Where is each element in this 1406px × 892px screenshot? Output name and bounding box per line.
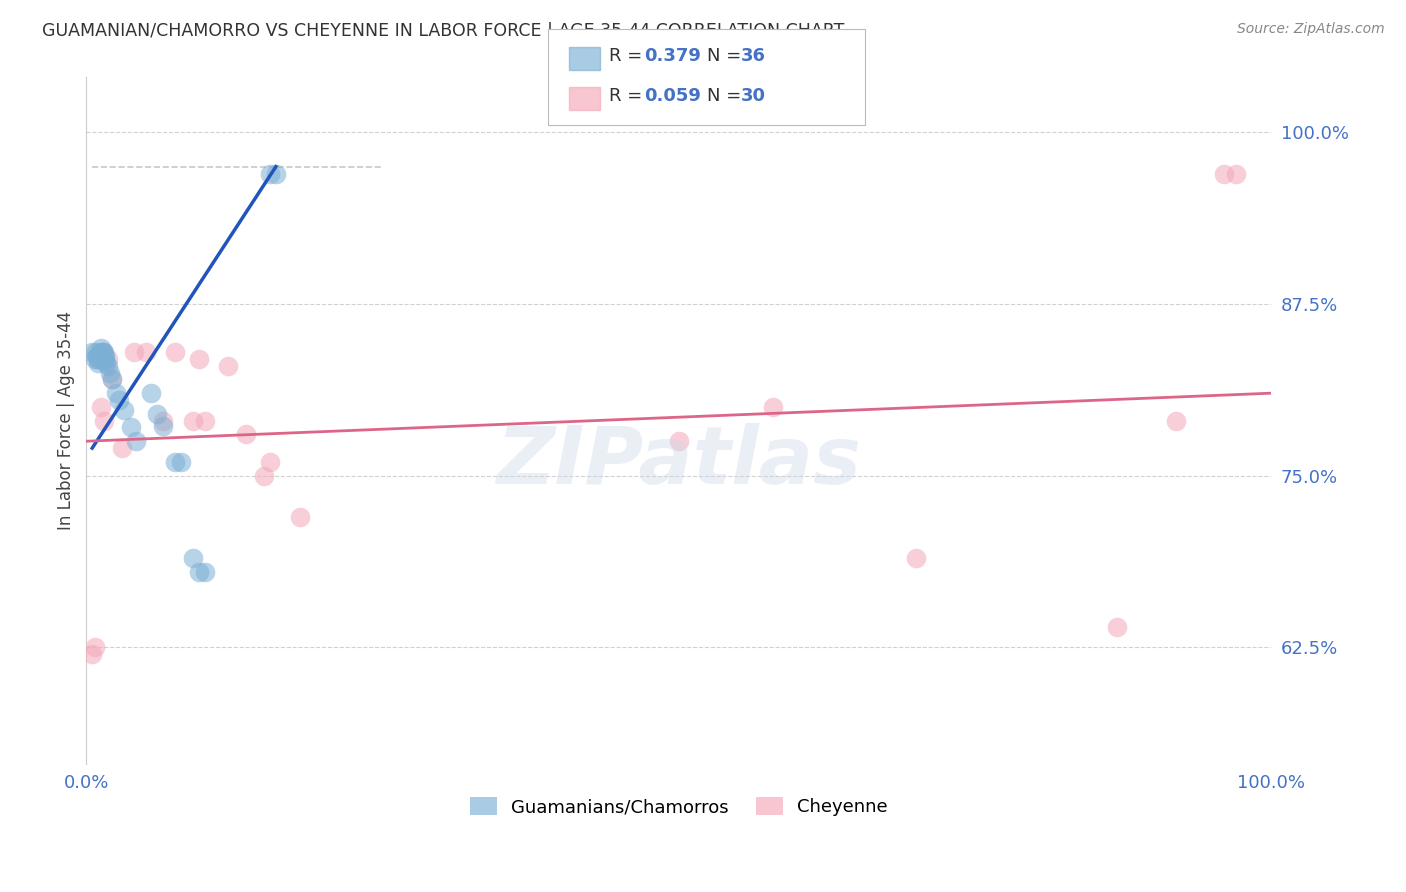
Point bbox=[97, 351, 120, 366]
Point bbox=[87, 349, 110, 363]
Text: Source: ZipAtlas.com: Source: ZipAtlas.com bbox=[1237, 22, 1385, 37]
Point bbox=[93, 349, 115, 363]
Point bbox=[93, 414, 115, 428]
Point bbox=[146, 407, 169, 421]
Point bbox=[98, 366, 121, 380]
Point bbox=[135, 345, 157, 359]
Text: GUAMANIAN/CHAMORRO VS CHEYENNE IN LABOR FORCE | AGE 35-44 CORRELATION CHART: GUAMANIAN/CHAMORRO VS CHEYENNE IN LABOR … bbox=[42, 22, 845, 40]
Point bbox=[82, 345, 104, 359]
Point bbox=[1166, 414, 1188, 428]
Text: ZIPatlas: ZIPatlas bbox=[496, 423, 862, 500]
Point bbox=[165, 345, 187, 359]
Y-axis label: In Labor Force | Age 35-44: In Labor Force | Age 35-44 bbox=[58, 311, 75, 530]
Text: N =: N = bbox=[707, 87, 747, 104]
Point bbox=[94, 349, 117, 363]
Point bbox=[111, 441, 134, 455]
Point bbox=[762, 400, 785, 414]
Point bbox=[1107, 619, 1129, 633]
Point bbox=[1212, 167, 1234, 181]
Point bbox=[181, 550, 204, 565]
Point bbox=[181, 414, 204, 428]
Point bbox=[904, 550, 927, 565]
Text: 36: 36 bbox=[741, 47, 766, 65]
Point bbox=[84, 345, 107, 359]
Point bbox=[288, 509, 311, 524]
Point bbox=[170, 455, 193, 469]
Point bbox=[89, 400, 111, 414]
Point bbox=[259, 167, 281, 181]
Text: N =: N = bbox=[707, 47, 747, 65]
Point bbox=[152, 419, 174, 434]
Point bbox=[91, 345, 114, 359]
Point bbox=[87, 356, 110, 370]
Point bbox=[235, 427, 257, 442]
Point bbox=[217, 359, 239, 373]
Point bbox=[259, 455, 281, 469]
Point bbox=[87, 351, 110, 366]
Point bbox=[668, 434, 690, 449]
Text: R =: R = bbox=[609, 47, 648, 65]
Point bbox=[112, 402, 135, 417]
Point bbox=[87, 351, 110, 366]
Point bbox=[253, 468, 276, 483]
Point bbox=[194, 565, 217, 579]
Point bbox=[86, 349, 108, 363]
Point bbox=[89, 345, 111, 359]
Text: 30: 30 bbox=[741, 87, 766, 104]
Text: 0.379: 0.379 bbox=[644, 47, 700, 65]
Text: 0.059: 0.059 bbox=[644, 87, 700, 104]
Point bbox=[101, 372, 124, 386]
Point bbox=[104, 386, 127, 401]
Legend: Guamanians/Chamorros, Cheyenne: Guamanians/Chamorros, Cheyenne bbox=[463, 789, 896, 823]
Point bbox=[264, 167, 287, 181]
Point bbox=[194, 414, 217, 428]
Point bbox=[187, 565, 209, 579]
Point bbox=[83, 640, 105, 654]
Point bbox=[82, 647, 104, 661]
Point bbox=[96, 356, 118, 370]
Point bbox=[141, 386, 163, 401]
Point bbox=[165, 455, 187, 469]
Text: R =: R = bbox=[609, 87, 648, 104]
Point bbox=[122, 345, 145, 359]
Point bbox=[125, 434, 148, 449]
Point bbox=[94, 353, 117, 368]
Point bbox=[120, 420, 142, 434]
Point bbox=[108, 392, 131, 407]
Point bbox=[83, 351, 105, 366]
Point bbox=[93, 351, 115, 366]
Point bbox=[187, 351, 209, 366]
Point bbox=[97, 359, 120, 373]
Point bbox=[1225, 167, 1247, 181]
Point bbox=[90, 348, 112, 362]
Point bbox=[90, 351, 112, 366]
Point bbox=[152, 414, 174, 428]
Point bbox=[91, 345, 114, 359]
Point bbox=[89, 341, 111, 355]
Point bbox=[101, 372, 124, 386]
Point bbox=[93, 345, 115, 359]
